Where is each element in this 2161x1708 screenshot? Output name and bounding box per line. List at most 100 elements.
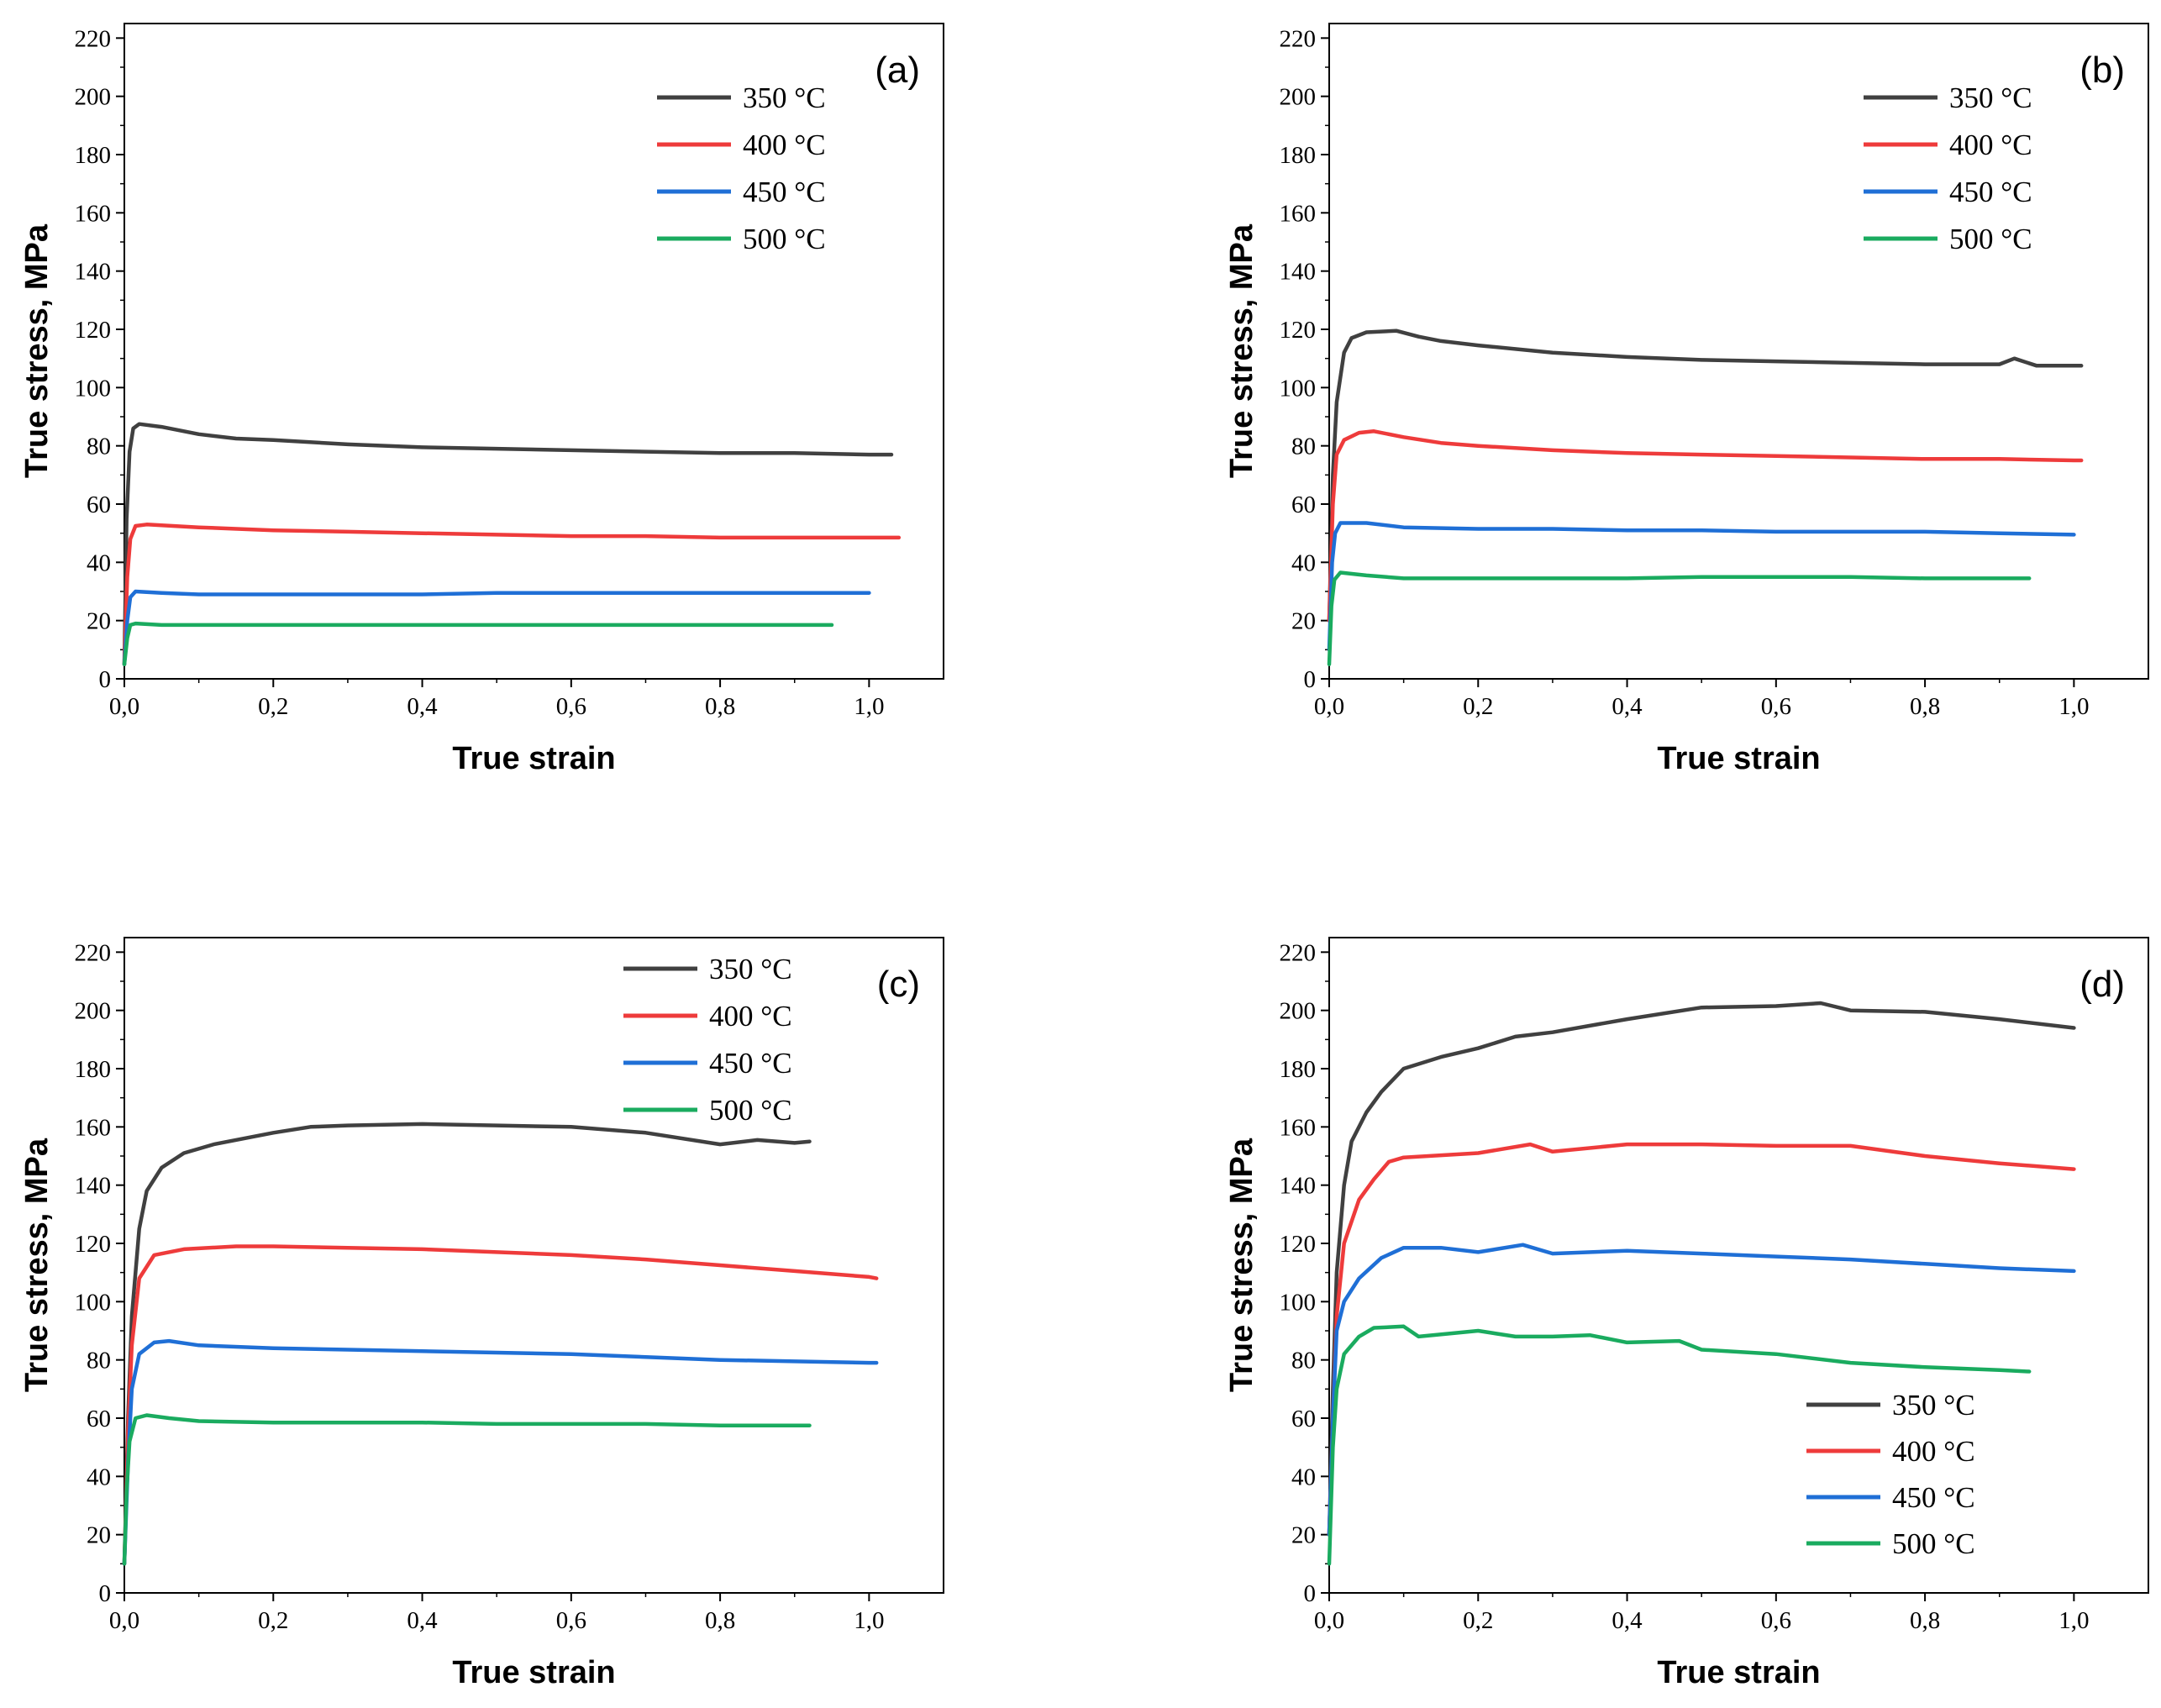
y-tick-label: 200 (75, 84, 112, 111)
y-tick-label: 40 (87, 1464, 111, 1490)
y-tick-label: 180 (75, 142, 112, 169)
legend-label-450: 450 °C (1949, 176, 2032, 208)
legend-label-500: 500 °C (1949, 223, 2032, 255)
y-tick-label: 200 (75, 998, 112, 1025)
series-line-500 (1327, 570, 2032, 666)
y-tick-label: 200 (1280, 84, 1317, 111)
series-line-350 (122, 422, 894, 666)
x-tick-label: 1,0 (2058, 1607, 2089, 1634)
y-tick-label: 160 (75, 200, 112, 227)
y-tick-label: 140 (1280, 1173, 1317, 1200)
legend-label-350: 350 °C (709, 953, 792, 985)
series-line-450 (1327, 521, 2076, 652)
y-tick-label: 80 (87, 1348, 111, 1374)
x-axis-title: True strain (1657, 741, 1820, 776)
x-tick-label: 0,6 (1761, 693, 1791, 720)
y-tick-label: 0 (1304, 1580, 1317, 1607)
series-line-450 (122, 1338, 879, 1566)
legend-label-450: 450 °C (1892, 1481, 1975, 1514)
y-tick-label: 60 (1291, 491, 1316, 518)
y-tick-label: 80 (1291, 434, 1316, 460)
x-tick-label: 0,8 (1910, 693, 1940, 720)
y-axis-title: True stress, MPa (1224, 1138, 1259, 1392)
chart-panel-4: 0 20 40 60 80 100 120 140 160 180 200 220 0,0 0,2 0,4 0… (1224, 937, 2149, 1690)
y-tick-label: 80 (87, 434, 111, 460)
series-line-400 (1327, 1142, 2076, 1537)
y-tick-label: 40 (1291, 1464, 1316, 1490)
legend-label-350: 350 °C (1949, 81, 2032, 114)
x-axis-title: True strain (452, 741, 615, 776)
series-line-500 (1327, 1324, 2032, 1566)
x-tick-label: 0,6 (556, 1607, 586, 1634)
plot-frame (1328, 23, 2149, 680)
legend-label-500: 500 °C (1892, 1527, 1975, 1560)
panel-label: (c) (877, 964, 920, 1005)
series-line-500 (122, 1413, 812, 1566)
x-tick-label: 0,4 (1612, 693, 1643, 720)
y-tick-label: 220 (75, 939, 112, 966)
y-tick-label: 140 (75, 259, 112, 286)
y-tick-label: 180 (1280, 142, 1317, 169)
x-tick-label: 0,0 (1314, 1607, 1344, 1634)
legend-label-450: 450 °C (709, 1047, 792, 1080)
y-tick-label: 0 (99, 666, 112, 693)
y-tick-label: 140 (1280, 259, 1317, 286)
y-tick-label: 20 (1291, 1522, 1316, 1549)
x-tick-label: 0,2 (258, 1607, 288, 1634)
x-tick-label: 0,8 (1910, 1607, 1940, 1634)
x-tick-label: 0,6 (1761, 1607, 1791, 1634)
y-axis-title: True stress, MPa (19, 223, 55, 478)
legend-label-400: 400 °C (709, 1000, 792, 1033)
y-tick-label: 160 (75, 1114, 112, 1141)
series-line-350 (1327, 1001, 2076, 1537)
x-tick-label: 0,6 (556, 693, 586, 720)
x-tick-label: 0,0 (109, 693, 139, 720)
legend-label-500: 500 °C (709, 1094, 792, 1127)
series-line-450 (122, 589, 871, 666)
y-tick-label: 20 (1291, 608, 1316, 635)
x-axis-title: True strain (1657, 1655, 1820, 1690)
y-axis-title: True stress, MPa (19, 1138, 55, 1392)
legend-label-350: 350 °C (743, 81, 826, 114)
y-tick-label: 120 (75, 1231, 112, 1258)
plot-frame (1328, 937, 2149, 1594)
x-tick-label: 0,2 (1463, 1607, 1493, 1634)
y-tick-label: 60 (1291, 1406, 1316, 1432)
x-tick-label: 0,8 (705, 1607, 735, 1634)
y-tick-label: 100 (1280, 1289, 1317, 1316)
y-tick-label: 140 (75, 1173, 112, 1200)
x-tick-label: 0,4 (407, 693, 438, 720)
y-tick-label: 220 (75, 25, 112, 52)
y-tick-label: 0 (1304, 666, 1317, 693)
series-line-500 (122, 621, 834, 666)
legend-label-400: 400 °C (743, 129, 826, 161)
x-axis-title: True strain (452, 1655, 615, 1690)
y-tick-label: 180 (75, 1056, 112, 1083)
y-tick-label: 40 (1291, 549, 1316, 576)
x-tick-label: 1,0 (854, 693, 884, 720)
plot-frame (124, 23, 944, 680)
y-tick-label: 200 (1280, 998, 1317, 1025)
y-tick-label: 100 (1280, 375, 1317, 402)
y-tick-label: 40 (87, 549, 111, 576)
plot-frame (124, 937, 944, 1594)
legend-label-500: 500 °C (743, 223, 826, 255)
y-tick-label: 20 (87, 608, 111, 635)
panel-label: (a) (875, 50, 920, 91)
legend-label-450: 450 °C (743, 176, 826, 208)
y-tick-label: 160 (1280, 1114, 1317, 1141)
x-tick-label: 0,2 (258, 693, 288, 720)
x-tick-label: 1,0 (854, 1607, 884, 1634)
y-tick-label: 120 (1280, 1231, 1317, 1258)
y-tick-label: 60 (87, 491, 111, 518)
panel-label: (d) (2080, 964, 2125, 1005)
series-line-450 (1327, 1243, 2076, 1537)
y-tick-label: 0 (99, 1580, 112, 1607)
x-tick-label: 0,4 (407, 1607, 438, 1634)
series-line-400 (122, 1244, 879, 1566)
series-line-400 (122, 523, 902, 666)
x-tick-label: 0,8 (705, 693, 735, 720)
chart-panel-2: 0 20 40 60 80 100 120 140 160 180 200 220 0,0 0,2 0,4 0… (1224, 23, 2149, 776)
y-tick-label: 80 (1291, 1348, 1316, 1374)
